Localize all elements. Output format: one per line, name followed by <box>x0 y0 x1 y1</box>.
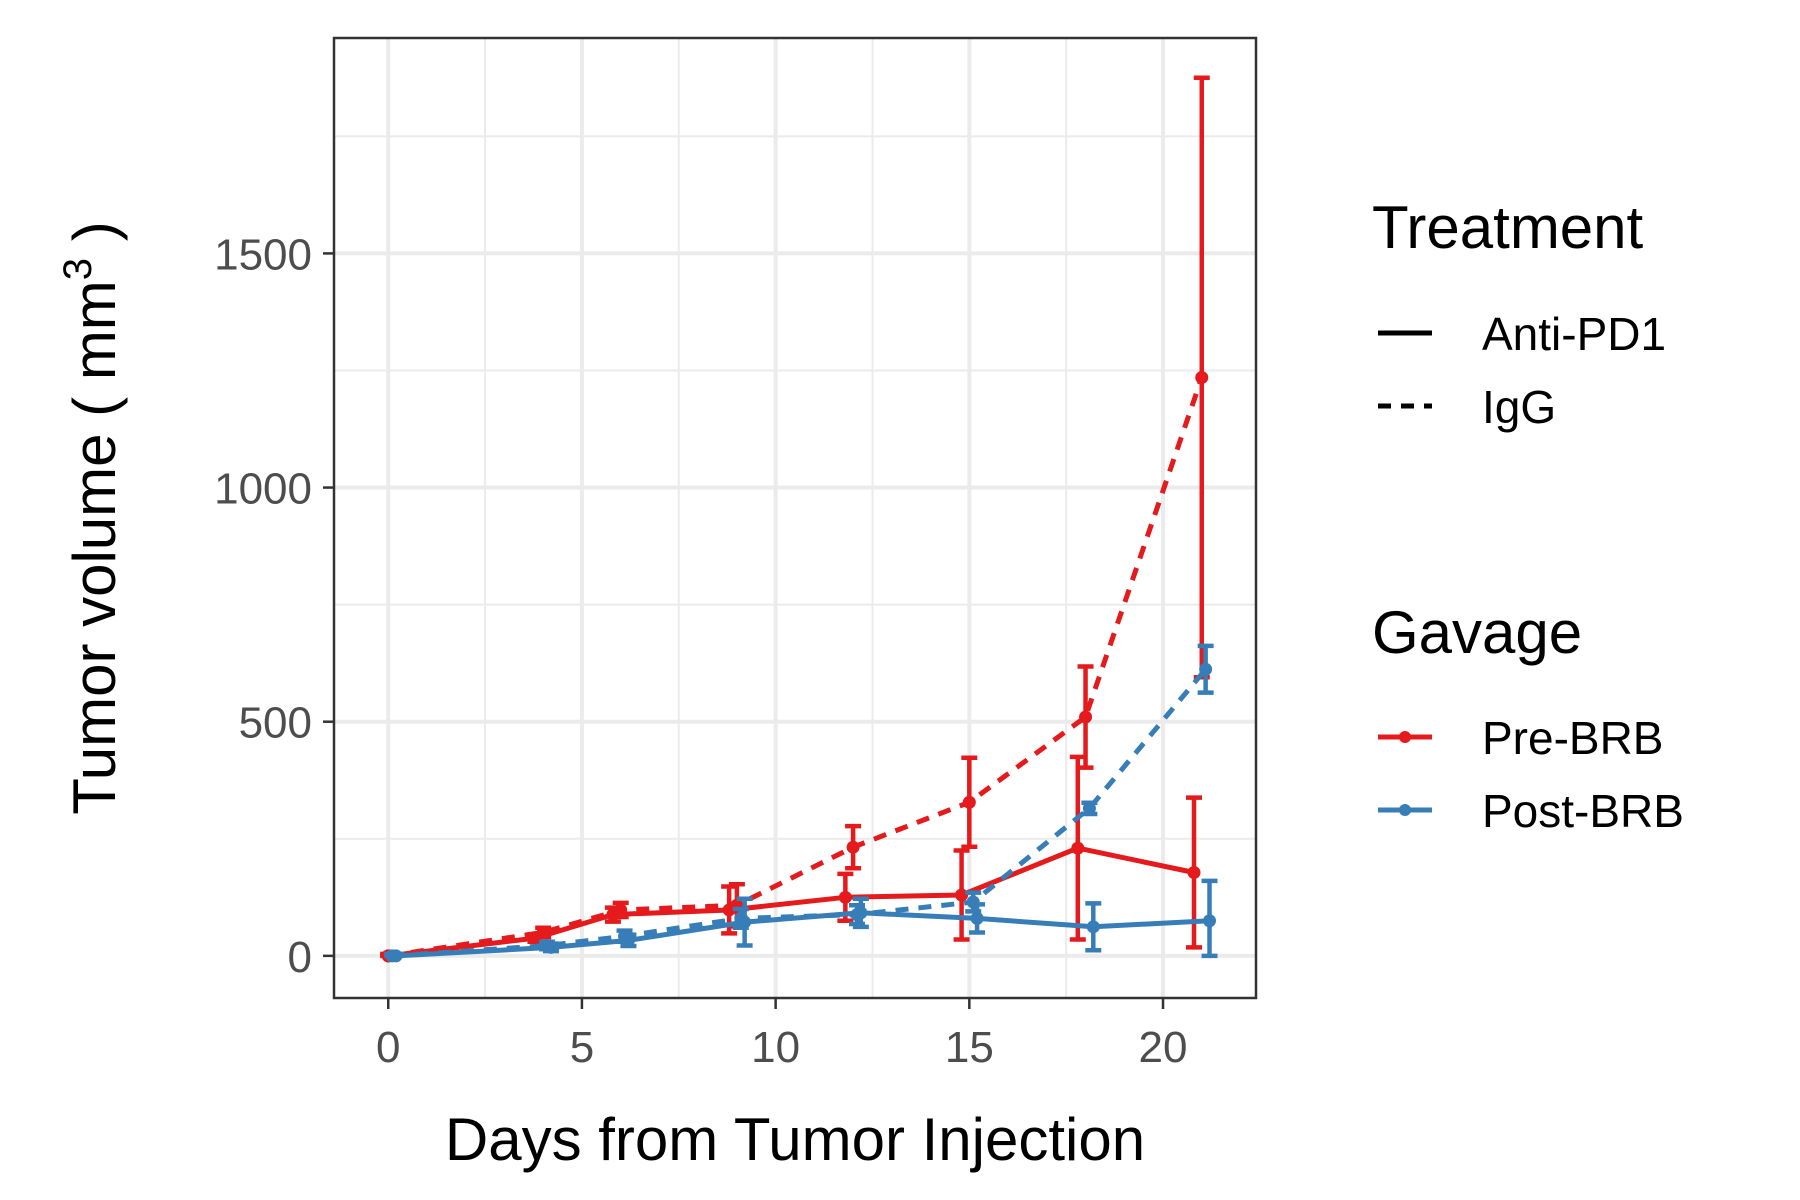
series-pre-brb-igg-point <box>614 903 628 917</box>
y-tick-label: 1500 <box>214 230 312 279</box>
legend-label-pre-brb: Pre-BRB <box>1482 712 1663 764</box>
series-post-brb-igg-point <box>385 949 399 963</box>
y-tick-label: 1000 <box>214 465 312 514</box>
series-pre-brb-igg-point <box>536 925 550 939</box>
series-pre-brb-anti-pd1-point <box>838 890 852 904</box>
legend-key-post-brb-dot <box>1399 804 1411 816</box>
series-post-brb-igg-point <box>966 895 980 909</box>
y-axis-title-close: ) <box>61 221 128 258</box>
y-axis-title-sup: 3 <box>56 258 100 280</box>
legend-label-post-brb: Post-BRB <box>1482 785 1684 837</box>
data-layer <box>380 75 1218 963</box>
series-post-brb-igg <box>384 643 1214 963</box>
x-axis-title: Days from Tumor Injection <box>445 1106 1145 1173</box>
legend-treatment-title: Treatment <box>1372 194 1644 261</box>
x-tick-label: 15 <box>945 1023 994 1072</box>
y-axis-title-main: Tumor volume ( mm <box>61 280 128 815</box>
series-post-brb-anti-pd1-point <box>1086 920 1100 934</box>
legend-gavage: Gavage Pre-BRB Post-BRB <box>1372 599 1684 837</box>
y-tick-label: 0 <box>288 933 312 982</box>
grid-layer <box>334 38 1256 998</box>
series-post-brb-igg-point <box>734 911 748 925</box>
legend-key-pre-brb-dot <box>1399 731 1411 743</box>
series-post-brb-igg-point <box>1199 662 1213 676</box>
legend-label-igg: IgG <box>1482 381 1556 433</box>
series-post-brb-anti-pd1-line <box>395 910 1210 959</box>
series-post-brb-igg-point <box>540 939 554 953</box>
x-tick-label: 20 <box>1139 1023 1188 1072</box>
series-pre-brb-igg-point <box>846 840 860 854</box>
axis-layer: 0 5 10 15 20 0 500 1000 1500 <box>214 230 1187 1072</box>
series-pre-brb-anti-pd1-point <box>1187 865 1201 879</box>
series-post-brb-igg-point <box>850 908 864 922</box>
y-axis-title: Tumor volume ( mm3 ) <box>56 221 128 814</box>
panel-border <box>332 36 1258 1000</box>
legend-treatment: Treatment Anti-PD1 IgG <box>1372 194 1666 433</box>
legend-gavage-title: Gavage <box>1372 599 1582 666</box>
series-post-brb-igg-line <box>391 667 1208 959</box>
series-post-brb-igg-point <box>1082 801 1096 815</box>
legend-label-anti-pd1: Anti-PD1 <box>1482 308 1666 360</box>
x-tick-label: 5 <box>570 1023 594 1072</box>
series-pre-brb-anti-pd1-point <box>1071 841 1085 855</box>
y-tick-label: 500 <box>239 699 312 748</box>
series-pre-brb-igg-point <box>962 795 976 809</box>
x-tick-label: 10 <box>751 1023 800 1072</box>
series-pre-brb-igg-point <box>1079 710 1093 724</box>
series-post-brb-anti-pd1-point <box>1203 914 1217 928</box>
series-post-brb-anti-pd1-point <box>970 911 984 925</box>
series-pre-brb-anti-pd1-point <box>955 888 969 902</box>
series-post-brb-igg-point <box>618 929 632 943</box>
x-tick-label: 0 <box>376 1023 400 1072</box>
series-pre-brb-igg-point <box>1195 371 1209 385</box>
series-pre-brb-igg-line <box>387 376 1205 959</box>
